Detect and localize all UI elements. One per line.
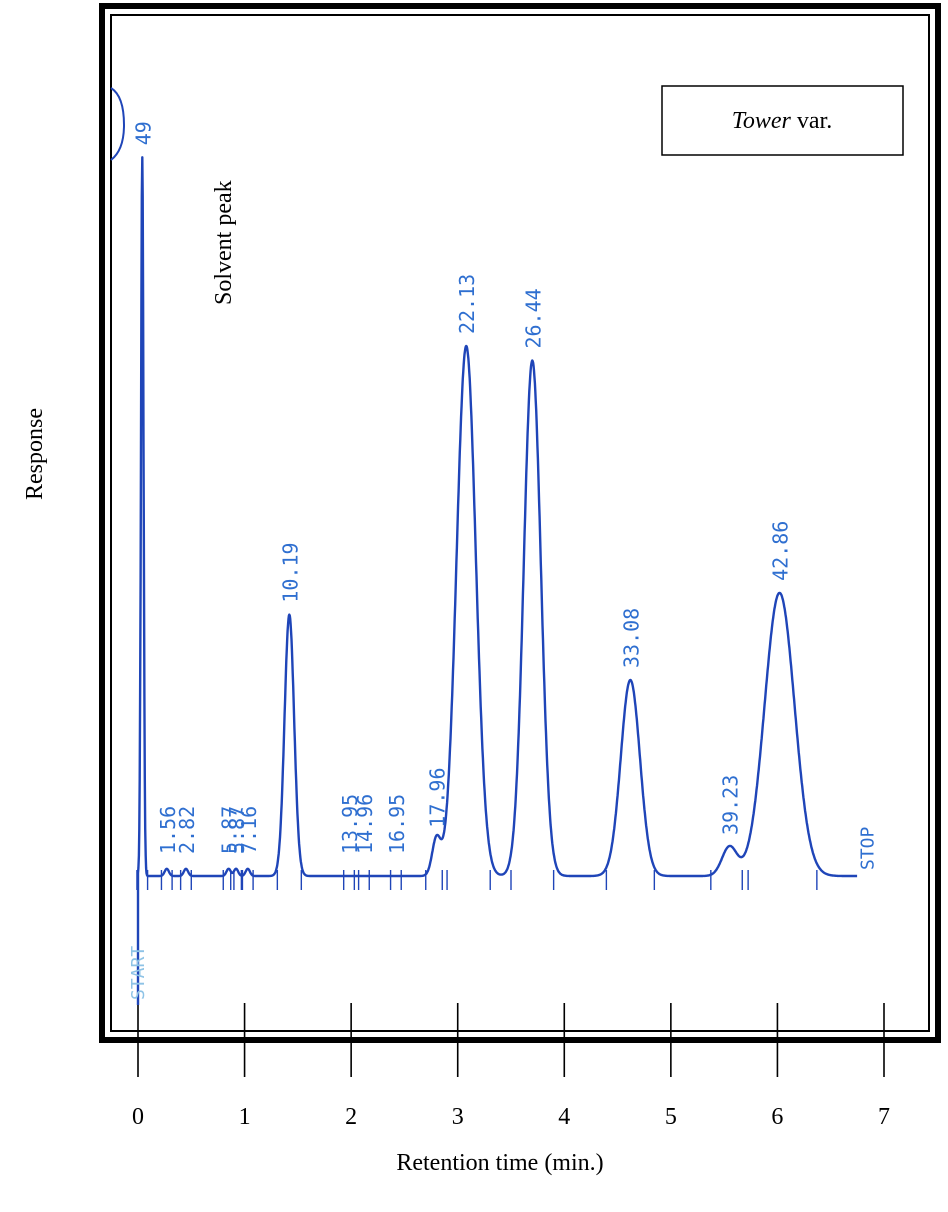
peak-label: 13.95 <box>338 794 362 854</box>
solvent-peak-annotation: Solvent peak <box>211 180 237 305</box>
x-tick-label: 7 <box>878 1104 890 1130</box>
peak-label: 10.19 <box>278 542 302 602</box>
x-tick-label: 3 <box>452 1104 464 1130</box>
x-tick-label: 1 <box>239 1104 251 1130</box>
start-label: START <box>128 946 149 1000</box>
peak-label: 16.95 <box>385 794 409 854</box>
peak-label: 7.16 <box>237 806 261 854</box>
chromatogram-trace <box>136 156 858 1005</box>
peak-label: 42.86 <box>769 521 793 581</box>
x-axis-tick-labels: 0 1 2 3 4 5 6 7 <box>132 1104 890 1130</box>
inner-frame <box>110 14 930 1032</box>
peak-label: 2.82 <box>175 806 199 854</box>
outer-frame <box>99 3 941 1043</box>
peak-label: 5.87 <box>225 806 249 854</box>
x-tick-label: 2 <box>345 1104 357 1130</box>
x-axis-ticks <box>137 1003 885 1077</box>
x-tick-label: 0 <box>132 1104 144 1130</box>
peak-label: 26.44 <box>521 288 545 348</box>
paper-edge-mark <box>110 87 126 161</box>
peak-label: 5.87 <box>218 806 242 854</box>
stop-label: STOP <box>857 826 878 870</box>
x-tick-label: 6 <box>771 1104 783 1130</box>
legend-label: Tower var. <box>732 108 832 134</box>
peak-label: 17.96 <box>425 767 449 827</box>
peak-label: 33.08 <box>619 608 643 668</box>
x-axis-label: Retention time (min.) <box>396 1150 603 1176</box>
peak-label: 14.96 <box>353 794 377 854</box>
y-axis-label: Response <box>22 408 48 500</box>
peak-label: 39.23 <box>718 775 742 835</box>
peak-label: 49 <box>131 121 155 145</box>
peak-label: 1.56 <box>156 806 180 854</box>
legend-box <box>661 85 904 156</box>
x-tick-label: 4 <box>558 1104 570 1130</box>
x-tick-label: 5 <box>665 1104 677 1130</box>
peak-label: 22.13 <box>455 274 479 334</box>
